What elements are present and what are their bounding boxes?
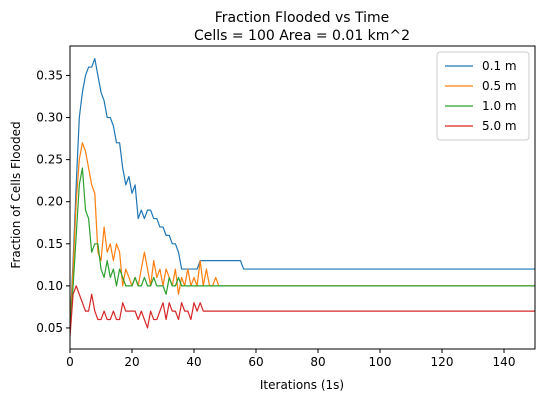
legend-label-2: 1.0 m: [482, 99, 517, 113]
y-tick-label: 0.25: [36, 153, 63, 167]
chart-subtitle: Cells = 100 Area = 0.01 km^2: [194, 28, 410, 44]
y-tick-label: 0.15: [36, 237, 63, 251]
series-line-0: [69, 58, 535, 328]
y-tick-label: 0.35: [36, 68, 63, 82]
legend-label-3: 5.0 m: [482, 119, 517, 133]
legend-box: [436, 51, 530, 141]
y-tick-label: 0.05: [36, 321, 63, 335]
y-tick-label: 0.20: [36, 195, 63, 209]
legend-label-0: 0.1 m: [482, 59, 517, 73]
legend: 0.1 m 0.5 m 1.0 m 5.0 m: [436, 51, 530, 141]
x-tick-label: 80: [310, 355, 325, 369]
ticks-layer: 0 20 40 60 80 100 120 140 0.05 0.10 0.15 0.20 0.25 0.…: [36, 68, 515, 369]
series-line-1: [69, 142, 535, 328]
series-line-2: [69, 167, 535, 329]
x-tick-label: 60: [248, 355, 263, 369]
x-tick-label: 120: [431, 355, 454, 369]
x-axis-label: Iterations (1s): [260, 378, 344, 392]
y-tick-label: 0.30: [36, 111, 63, 125]
x-tick-label: 0: [66, 355, 74, 369]
legend-label-1: 0.5 m: [482, 79, 517, 93]
y-axis-label: Fraction of Cells Flooded: [9, 121, 23, 268]
y-tick-label: 0.10: [36, 279, 63, 293]
x-tick-label: 100: [369, 355, 392, 369]
series-line-3: [69, 285, 535, 337]
chart-title: Fraction Flooded vs Time: [215, 10, 390, 26]
x-tick-label: 140: [493, 355, 516, 369]
x-tick-label: 20: [124, 355, 139, 369]
series-layer: [69, 58, 535, 337]
x-tick-label: 40: [186, 355, 201, 369]
plot-frame: [69, 45, 536, 350]
